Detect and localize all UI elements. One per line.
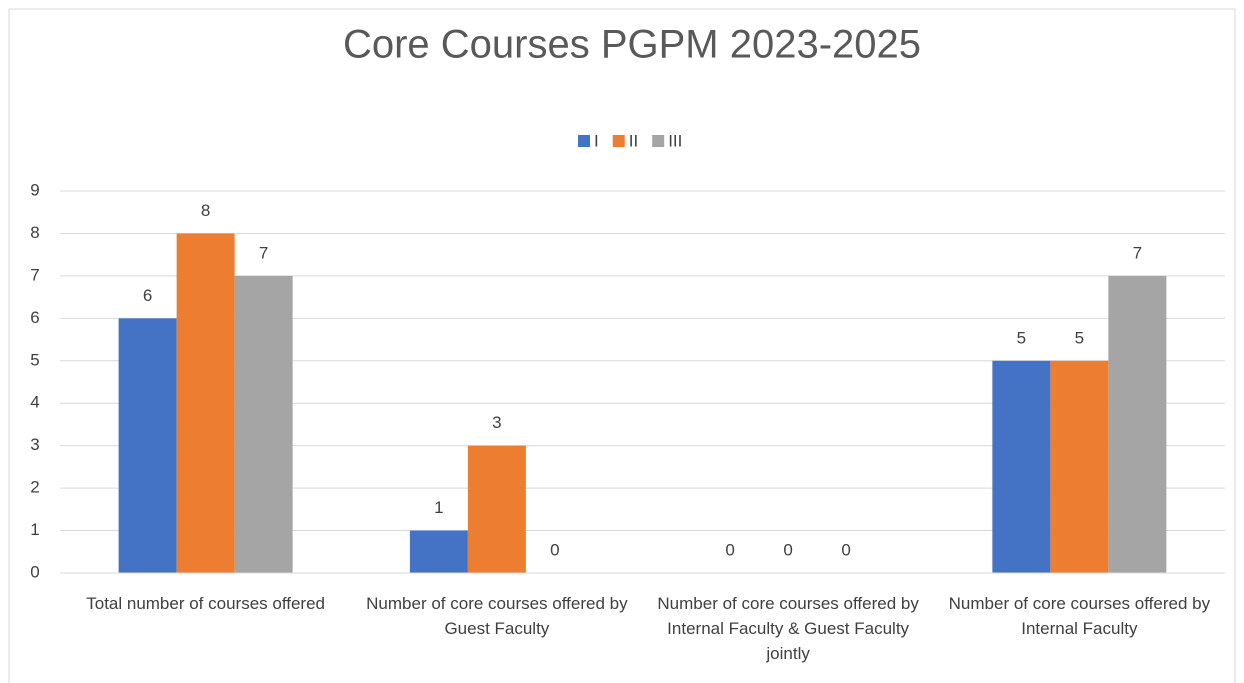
x-tick-label: Number of core courses offered by Guest F… bbox=[366, 594, 628, 638]
x-tick-label: Number of core courses offered by Interna… bbox=[949, 594, 1211, 638]
bar bbox=[176, 233, 235, 573]
legend-swatch bbox=[578, 135, 590, 147]
data-label: 0 bbox=[550, 540, 559, 559]
data-label: 0 bbox=[841, 540, 850, 559]
data-label: 0 bbox=[783, 540, 792, 559]
legend-swatch bbox=[612, 135, 625, 147]
bar bbox=[234, 275, 293, 573]
legend-label: III bbox=[668, 131, 682, 150]
y-tick-label: 8 bbox=[30, 223, 39, 242]
y-tick-label: 7 bbox=[30, 265, 39, 284]
y-tick-label: 9 bbox=[30, 180, 39, 199]
legend-label: I bbox=[594, 131, 599, 150]
data-label: 5 bbox=[1017, 328, 1026, 347]
y-tick-label: 1 bbox=[30, 520, 39, 539]
y-tick-label: 3 bbox=[30, 435, 39, 454]
data-label: 5 bbox=[1075, 328, 1084, 347]
data-label: 7 bbox=[1133, 243, 1142, 262]
data-label: 6 bbox=[143, 286, 152, 305]
x-tick-label: Number of core courses offered by Interna… bbox=[657, 594, 919, 663]
x-tick-label: Total number of courses offered bbox=[86, 594, 325, 613]
chart-title: Core Courses PGPM 2023-2025 bbox=[343, 23, 921, 67]
y-tick-label: 4 bbox=[30, 393, 39, 412]
bar bbox=[118, 318, 177, 573]
bar bbox=[467, 445, 526, 573]
y-tick-label: 6 bbox=[30, 308, 39, 327]
data-label: 3 bbox=[492, 413, 501, 432]
bar bbox=[992, 360, 1051, 573]
data-label: 1 bbox=[434, 498, 443, 517]
bar bbox=[409, 530, 468, 573]
legend-swatch bbox=[652, 135, 665, 147]
y-tick-label: 2 bbox=[30, 478, 39, 497]
y-tick-label: 0 bbox=[30, 562, 39, 581]
data-label: 7 bbox=[259, 243, 268, 262]
y-tick-label: 5 bbox=[30, 350, 39, 369]
data-label: 0 bbox=[725, 540, 734, 559]
data-label: 8 bbox=[201, 201, 210, 220]
bar bbox=[1108, 275, 1167, 573]
legend-label: II bbox=[629, 131, 638, 150]
bar bbox=[1050, 360, 1109, 573]
